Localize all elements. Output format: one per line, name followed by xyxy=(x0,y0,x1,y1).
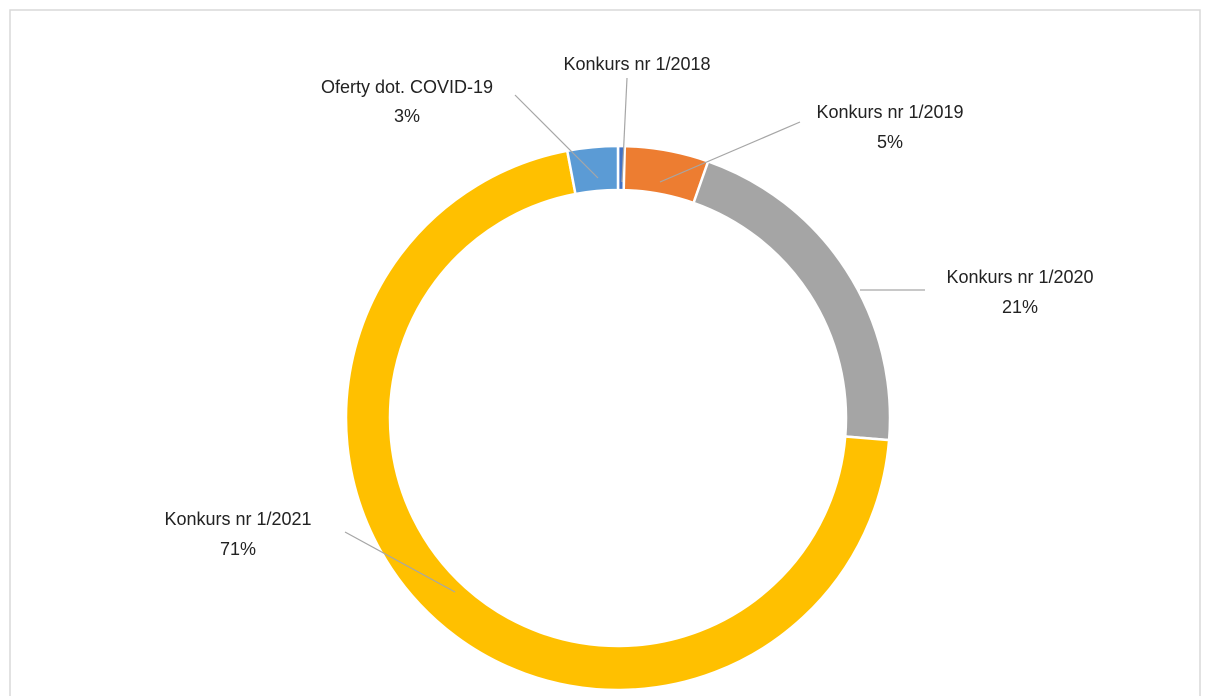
donut-slice xyxy=(344,149,891,692)
data-label-name: Konkurs nr 1/2020 xyxy=(946,267,1093,287)
leader-line xyxy=(344,531,456,593)
donut-slice xyxy=(691,159,892,442)
data-label-name: Konkurs nr 1/2019 xyxy=(816,102,963,122)
leader-line xyxy=(514,94,599,179)
data-label-value: 3% xyxy=(394,106,420,126)
data-label-name: Konkurs nr 1/2021 xyxy=(164,509,311,529)
data-label-value: 5% xyxy=(877,132,903,152)
data-label-name: Oferty dot. COVID-19 xyxy=(321,77,493,97)
data-label-name: Konkurs nr 1/2018 xyxy=(563,54,710,74)
chart-frame xyxy=(9,9,1201,696)
leader-line xyxy=(621,77,628,183)
donut-slice xyxy=(565,144,620,196)
leader-line xyxy=(659,121,801,183)
data-label-value: 71% xyxy=(220,539,256,559)
data-label-value: 21% xyxy=(1002,297,1038,317)
